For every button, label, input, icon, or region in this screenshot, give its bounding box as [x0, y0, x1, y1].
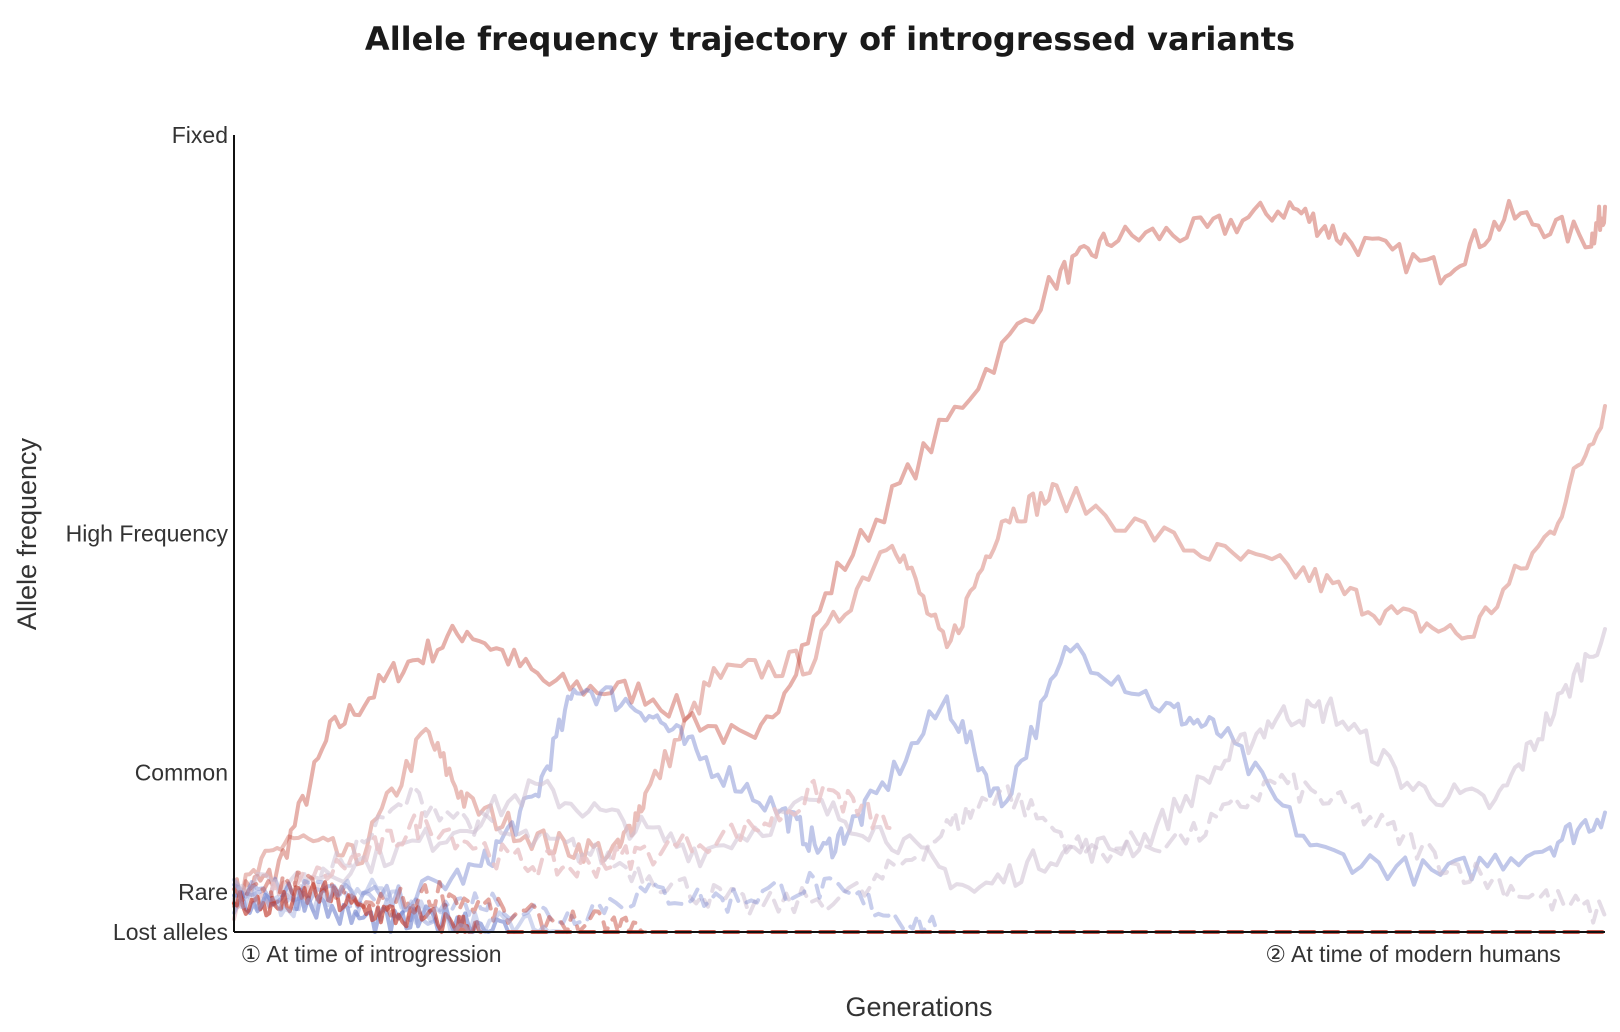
trajectory-series-5	[232, 772, 1607, 925]
trajectory-series-10	[232, 870, 648, 934]
y-tick-label: High Frequency	[66, 521, 229, 547]
x-axis-label: Generations	[845, 992, 992, 1022]
y-tick-label: Rare	[178, 879, 228, 905]
chart-title: Allele frequency trajectory of introgres…	[365, 20, 1295, 58]
trajectory-series-group	[232, 198, 1607, 934]
trajectory-series-2	[232, 404, 1607, 909]
trajectory-series-11	[232, 877, 565, 934]
x-tick-labels: ① At time of introgression ② At time of m…	[241, 941, 1561, 967]
trajectory-series-4	[232, 627, 1607, 901]
y-tick-label: Lost alleles	[113, 919, 228, 945]
y-tick-label: Common	[135, 760, 228, 786]
y-tick-labels: Lost alleles Rare Common High Frequency Fixe…	[66, 122, 229, 945]
trajectory-series-3	[232, 642, 1607, 913]
trajectory-series-9	[232, 880, 483, 934]
x-tick-label: ② At time of modern humans	[1265, 941, 1560, 967]
y-tick-label: Fixed	[172, 122, 228, 148]
x-tick-label: ① At time of introgression	[241, 941, 502, 967]
y-axis-label: Allele frequency	[12, 437, 42, 630]
trajectory-series-6	[232, 778, 895, 922]
trajectory-series-1	[232, 198, 1607, 909]
